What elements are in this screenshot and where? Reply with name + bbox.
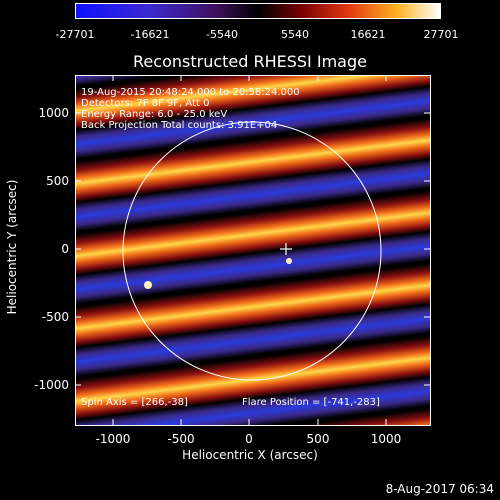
x-tick-label: 0 xyxy=(245,432,253,446)
colorbar xyxy=(75,3,441,19)
solar-limb xyxy=(122,121,382,381)
x-tick-label: 1000 xyxy=(370,432,402,446)
image-title: Reconstructed RHESSI Image xyxy=(133,52,367,71)
detectors-text: Detectors: 7F 8F 9F, Att 0 xyxy=(81,98,210,109)
y-tick-label: 0 xyxy=(61,242,69,256)
x-tick-label: -500 xyxy=(167,432,195,446)
x-axis-title: Heliocentric X (arcsec) xyxy=(182,448,318,462)
bright-spot xyxy=(286,258,292,264)
flare-position-text: Flare Position = [-741,-283] xyxy=(242,397,380,408)
x-tick-label: 500 xyxy=(306,432,330,446)
colorbar-tick: 5540 xyxy=(281,28,309,41)
y-tick-label: 1000 xyxy=(38,106,69,120)
flare-source xyxy=(144,281,152,289)
energy-range-text: Energy Range: 6.0 - 25.0 keV xyxy=(81,109,228,120)
y-tick-label: 500 xyxy=(46,174,69,188)
x-tick-label: -1000 xyxy=(95,432,131,446)
colorbar-tick: 16621 xyxy=(350,28,386,41)
y-tick-label: -500 xyxy=(41,310,69,324)
colorbar-tick: -27701 xyxy=(55,28,95,41)
spin-axis-text: Spin Axis = [266,-38] xyxy=(81,397,188,408)
y-tick-label: -1000 xyxy=(34,378,69,392)
colorbar-tick: -5540 xyxy=(206,28,238,41)
rhessi-image: 19-Aug-2015 20:48:24.000 to 20:58:24.000… xyxy=(75,75,430,425)
colorbar-tick: 27701 xyxy=(423,28,459,41)
method-counts-text: Back Projection Total counts: 3.91E+04 xyxy=(81,120,278,131)
colorbar-tick: -16621 xyxy=(130,28,170,41)
y-axis-title: Heliocentric Y (arcsec) xyxy=(5,179,19,315)
time-range-text: 19-Aug-2015 20:48:24.000 to 20:58:24.000 xyxy=(81,87,300,98)
timestamp: 8-Aug-2017 06:34 xyxy=(385,482,494,496)
spin-axis-cross xyxy=(280,243,292,255)
fringe-image xyxy=(75,75,430,425)
